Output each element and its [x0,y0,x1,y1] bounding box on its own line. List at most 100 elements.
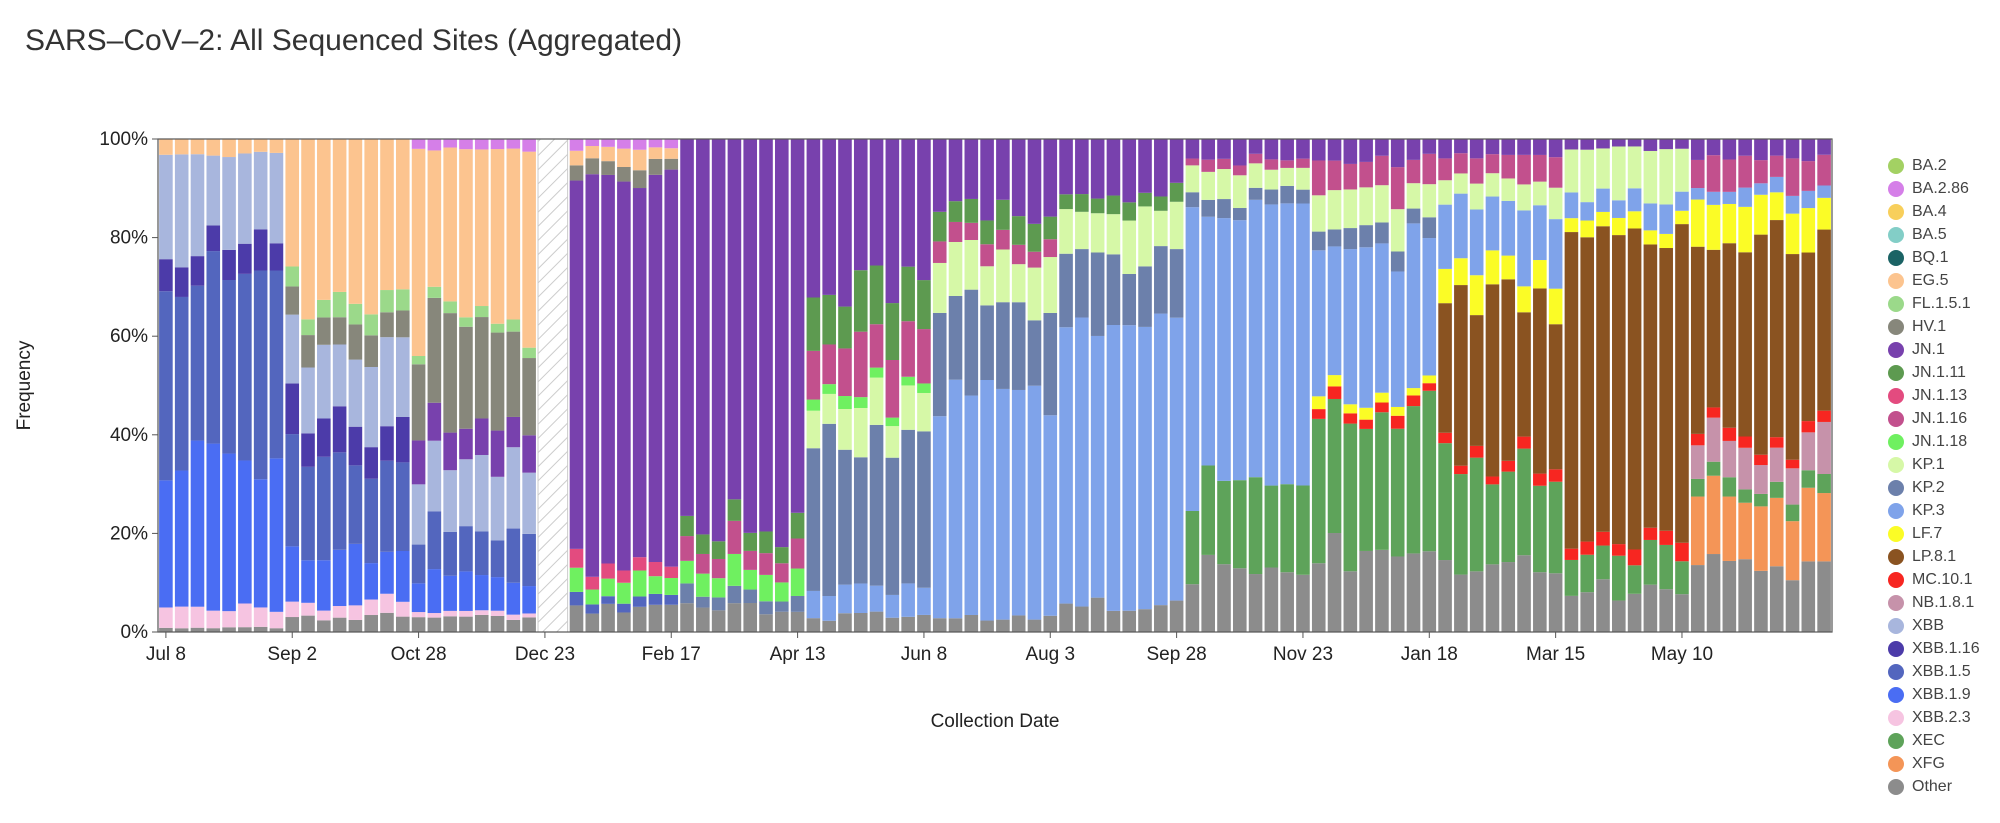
bar-segment [727,585,742,604]
bar-segment [1185,584,1200,632]
bar-segment [648,147,663,159]
bar-segment [696,607,710,632]
bar-segment [885,360,900,418]
bar-segment [1690,246,1705,434]
bar-segment [569,139,584,151]
bar-segment [1248,153,1263,164]
bar-segment [617,612,631,632]
bar-segment [1485,154,1500,174]
bar-segment [743,139,758,533]
legend-item[interactable]: JN.1.11 [1888,361,1998,384]
bar-segment [1106,214,1121,255]
legend-item[interactable]: XBB [1888,614,1998,637]
legend-item[interactable]: XBB.2.3 [1888,706,1998,729]
bar-segment [1485,476,1500,485]
bar-segment [522,533,536,587]
legend-item[interactable]: KP.1 [1888,453,1998,476]
legend-item[interactable]: KP.3 [1888,499,1998,522]
bar-segment [1232,568,1247,632]
bar-segment [838,613,852,632]
legend-item[interactable]: XEC [1888,729,1998,752]
bar-segment [317,317,331,345]
bar-segment [1311,563,1326,632]
bar-segment [1217,169,1231,200]
bar-segment [364,615,378,632]
legend-item[interactable]: XBB.1.9 [1888,683,1998,706]
bar-segment [1754,160,1768,184]
legend-item[interactable]: BQ.1 [1888,246,1998,269]
bar-segment [1185,207,1200,511]
bar-segment [459,610,473,617]
legend-item[interactable]: XBB.1.16 [1888,637,1998,660]
bar-segment [680,560,694,584]
legend-item[interactable]: JN.1.18 [1888,430,1998,453]
bar-segment [1769,437,1784,448]
bar-segment [869,139,884,266]
bar-segment [380,290,394,313]
bar-segment [159,259,173,292]
bar-segment [1280,484,1294,573]
bar-segment [174,154,189,268]
bar-segment [1059,139,1073,195]
bar-segment [301,335,315,368]
legend-item[interactable]: BA.4 [1888,200,1998,223]
bar-segment [1264,567,1279,632]
bar-segment [1501,178,1516,201]
bar-segment [1738,447,1752,490]
bar-segment [1359,550,1373,632]
legend-item[interactable]: XFG [1888,752,1998,775]
bar-segment [190,154,205,257]
bar-segment [1201,171,1215,200]
bar-segment [317,620,331,632]
legend-item[interactable]: FL.1.5.1 [1888,292,1998,315]
bar-segment [569,605,584,632]
bar-segment [332,139,347,292]
bar-segment [443,301,457,314]
legend-label: JN.1.18 [1912,432,1968,450]
legend-item[interactable]: BA.2 [1888,154,1998,177]
legend-swatch [1888,295,1904,312]
legend-item[interactable]: BA.5 [1888,223,1998,246]
legend-item[interactable]: XBB.1.5 [1888,660,1998,683]
bar-segment [506,148,521,320]
bar-segment [301,139,315,320]
legend-item[interactable]: JN.1.16 [1888,407,1998,430]
legend-label: XBB.2.3 [1912,708,1971,726]
legend-item[interactable]: KP.2 [1888,476,1998,499]
bar-segment [1612,555,1626,601]
bar-segment [190,256,205,286]
legend-item[interactable]: LP.8.1 [1888,545,1998,568]
legend-item[interactable]: HV.1 [1888,315,1998,338]
bar-segment [1359,225,1373,248]
bar-segment [632,570,647,597]
bar-segment [948,201,963,222]
legend-item[interactable]: NB.1.8.1 [1888,591,1998,614]
bar-segment [348,139,363,304]
bar-segment [775,547,789,564]
bar-segment [1722,427,1737,441]
legend-item[interactable]: BA.2.86 [1888,177,1998,200]
bar-segment [1011,139,1026,217]
bar-segment [822,393,836,424]
bar-segment [727,603,742,632]
bar-segment [1359,247,1373,408]
bar-segment [380,612,394,632]
bar-segment [1706,554,1721,632]
bar-segment [1454,474,1468,575]
bar-segment [522,139,536,152]
legend-swatch [1888,456,1904,473]
legend-item[interactable]: Other [1888,775,1998,798]
legend-item[interactable]: EG.5 [1888,269,1998,292]
bar-segment [1817,185,1831,198]
legend-item[interactable]: LF.7 [1888,522,1998,545]
bar-segment [1454,258,1468,286]
legend-item[interactable]: JN.1.13 [1888,384,1998,407]
bar-segment [1406,223,1421,389]
bar-segment [853,331,868,398]
legend-item[interactable]: MC.10.1 [1888,568,1998,591]
bar-segment [1722,243,1737,428]
bar-segment [395,337,410,417]
bar-segment [490,332,505,431]
bar-segment [395,139,410,290]
legend-item[interactable]: JN.1 [1888,338,1998,361]
